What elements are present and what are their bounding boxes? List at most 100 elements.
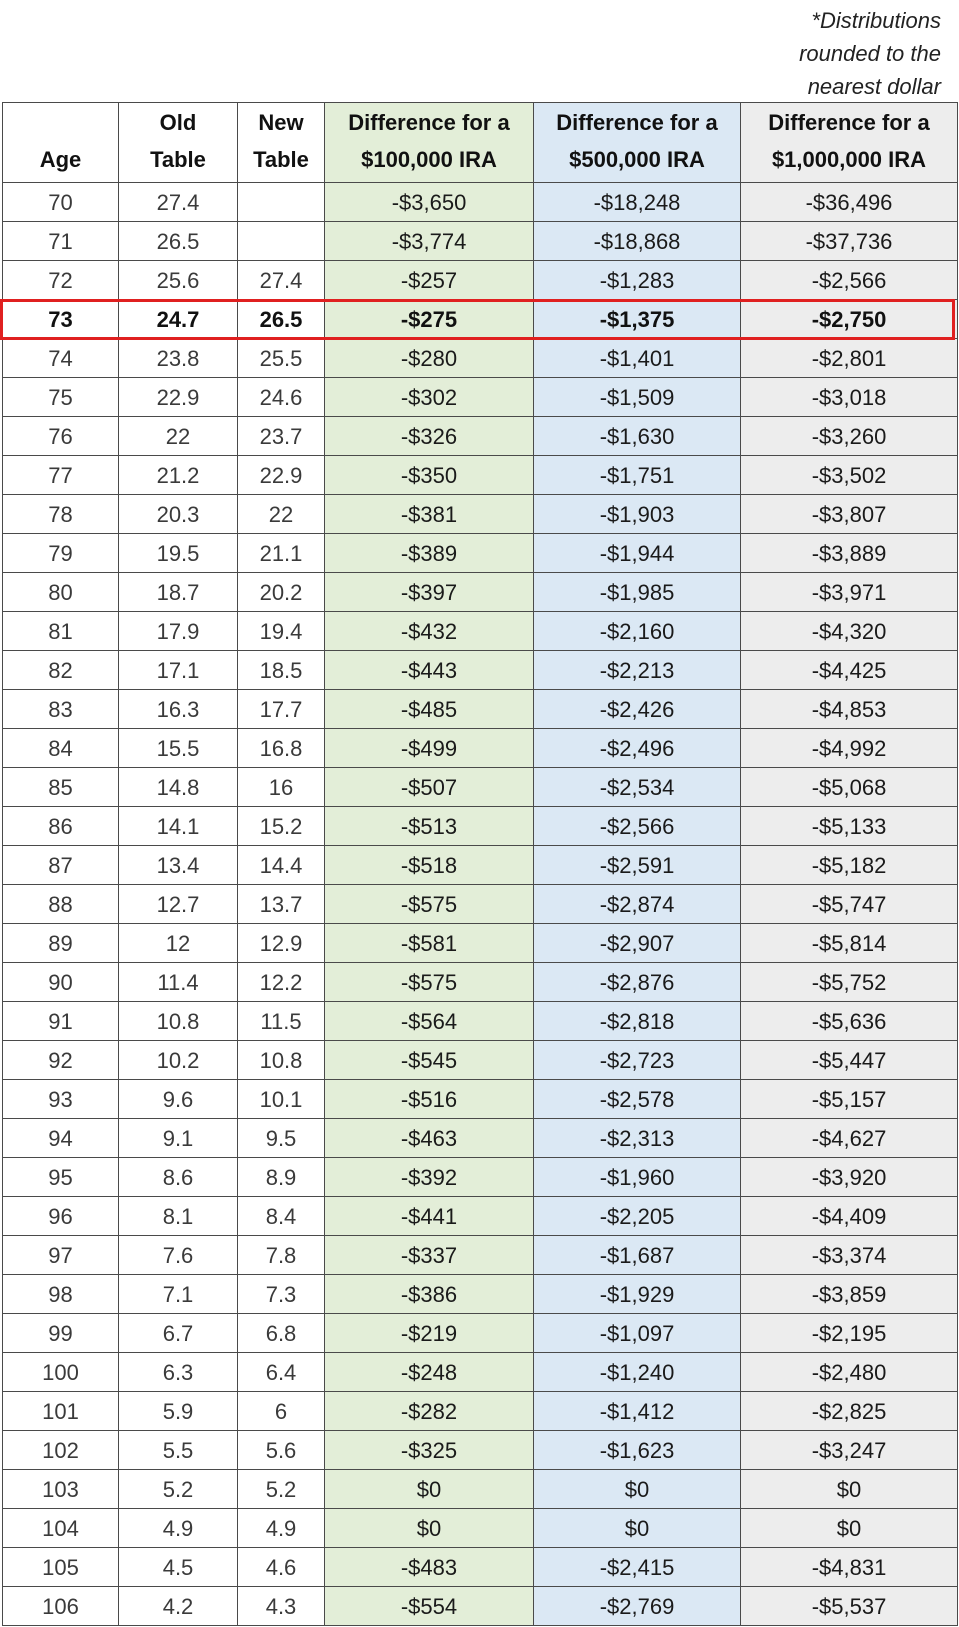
cell-diff-500k: -$18,868: [533, 221, 741, 261]
cell-age: 96: [2, 1196, 119, 1236]
cell-new-table: 24.6: [237, 377, 325, 417]
cell-diff-100k: -$282: [324, 1391, 534, 1431]
cell-old-table: 27.4: [118, 182, 238, 222]
cell-new-table: 6.4: [237, 1352, 325, 1392]
cell-diff-1m: -$3,807: [740, 494, 958, 534]
cell-diff-100k: -$581: [324, 923, 534, 963]
cell-diff-100k: -$516: [324, 1079, 534, 1119]
header-line: New: [258, 110, 304, 135]
cell-diff-100k: -$483: [324, 1547, 534, 1587]
table-row: 78 20.3 22 -$381 -$1,903 -$3,807: [2, 494, 958, 534]
cell-new-table: 6: [237, 1391, 325, 1431]
rounding-note-line: nearest dollar: [807, 74, 941, 99]
cell-old-table: 5.9: [118, 1391, 238, 1431]
cell-old-table: 16.3: [118, 689, 238, 729]
table-row: 75 22.9 24.6 -$302 -$1,509 -$3,018: [2, 377, 958, 417]
cell-diff-500k: -$2,205: [533, 1196, 741, 1236]
cell-old-table: 5.5: [118, 1430, 238, 1470]
cell-old-table: 18.7: [118, 572, 238, 612]
cell-new-table: 23.7: [237, 416, 325, 456]
cell-diff-100k: -$248: [324, 1352, 534, 1392]
cell-old-table: 5.2: [118, 1469, 238, 1509]
cell-diff-500k: -$2,313: [533, 1118, 741, 1158]
cell-age: 97: [2, 1235, 119, 1275]
header-row: Age Old Table New Table Difference for a $1…: [2, 102, 958, 183]
cell-diff-100k: -$485: [324, 689, 534, 729]
cell-diff-1m: -$2,825: [740, 1391, 958, 1431]
cell-new-table: 19.4: [237, 611, 325, 651]
cell-diff-500k: $0: [533, 1508, 741, 1548]
cell-diff-1m: -$2,750: [740, 299, 958, 339]
cell-diff-500k: -$1,687: [533, 1235, 741, 1275]
cell-new-table: 21.1: [237, 533, 325, 573]
cell-age: 105: [2, 1547, 119, 1587]
cell-old-table: 26.5: [118, 221, 238, 261]
cell-diff-1m: -$3,889: [740, 533, 958, 573]
table-row: 83 16.3 17.7 -$485 -$2,426 -$4,853: [2, 689, 958, 729]
cell-old-table: 10.2: [118, 1040, 238, 1080]
cell-diff-1m: -$2,801: [740, 338, 958, 378]
cell-diff-500k: -$2,591: [533, 845, 741, 885]
table-row: 106 4.2 4.3 -$554 -$2,769 -$5,537: [2, 1586, 958, 1626]
cell-old-table: 14.8: [118, 767, 238, 807]
cell-diff-500k: -$2,160: [533, 611, 741, 651]
table-row: 96 8.1 8.4 -$441 -$2,205 -$4,409: [2, 1196, 958, 1236]
cell-diff-100k: -$386: [324, 1274, 534, 1314]
table-row: 80 18.7 20.2 -$397 -$1,985 -$3,971: [2, 572, 958, 612]
cell-diff-1m: -$4,992: [740, 728, 958, 768]
table-row: 85 14.8 16 -$507 -$2,534 -$5,068: [2, 767, 958, 807]
cell-age: 82: [2, 650, 119, 690]
cell-old-table: 8.6: [118, 1157, 238, 1197]
header-diff-100k: Difference for a $100,000 IRA: [324, 102, 534, 183]
table-row: 103 5.2 5.2 $0 $0 $0: [2, 1469, 958, 1509]
cell-diff-500k: -$1,412: [533, 1391, 741, 1431]
cell-old-table: 22: [118, 416, 238, 456]
cell-diff-1m: -$5,157: [740, 1079, 958, 1119]
cell-age: 81: [2, 611, 119, 651]
cell-diff-100k: -$350: [324, 455, 534, 495]
cell-diff-100k: -$325: [324, 1430, 534, 1470]
cell-old-table: 13.4: [118, 845, 238, 885]
cell-diff-1m: -$4,320: [740, 611, 958, 651]
rmd-comparison-table: Age Old Table New Table Difference for a $1…: [2, 102, 958, 1626]
cell-new-table: 4.3: [237, 1586, 325, 1626]
cell-diff-500k: $0: [533, 1469, 741, 1509]
cell-diff-1m: -$3,247: [740, 1430, 958, 1470]
cell-diff-1m: -$4,425: [740, 650, 958, 690]
cell-old-table: 12: [118, 923, 238, 963]
table-row: 73 24.7 26.5 -$275 -$1,375 -$2,750: [2, 299, 958, 339]
cell-new-table: 10.1: [237, 1079, 325, 1119]
cell-diff-100k: -$3,774: [324, 221, 534, 261]
header-line: $1,000,000 IRA: [771, 147, 927, 172]
cell-diff-500k: -$1,509: [533, 377, 741, 417]
cell-age: 88: [2, 884, 119, 924]
cell-age: 91: [2, 1001, 119, 1041]
table-row: 82 17.1 18.5 -$443 -$2,213 -$4,425: [2, 650, 958, 690]
cell-diff-100k: $0: [324, 1508, 534, 1548]
cell-age: 76: [2, 416, 119, 456]
table-row: 94 9.1 9.5 -$463 -$2,313 -$4,627: [2, 1118, 958, 1158]
cell-new-table: 17.7: [237, 689, 325, 729]
cell-old-table: 23.8: [118, 338, 238, 378]
header-diff-1m: Difference for a $1,000,000 IRA: [740, 102, 958, 183]
cell-diff-100k: -$564: [324, 1001, 534, 1041]
cell-diff-500k: -$2,415: [533, 1547, 741, 1587]
header-old-table: Old Table: [118, 102, 238, 183]
cell-old-table: 15.5: [118, 728, 238, 768]
cell-diff-100k: -$441: [324, 1196, 534, 1236]
cell-new-table: 13.7: [237, 884, 325, 924]
cell-diff-500k: -$1,630: [533, 416, 741, 456]
cell-diff-500k: -$1,623: [533, 1430, 741, 1470]
cell-diff-500k: -$1,960: [533, 1157, 741, 1197]
cell-new-table: 8.4: [237, 1196, 325, 1236]
cell-diff-1m: -$4,853: [740, 689, 958, 729]
cell-old-table: 4.5: [118, 1547, 238, 1587]
cell-diff-500k: -$1,944: [533, 533, 741, 573]
cell-new-table: 18.5: [237, 650, 325, 690]
cell-new-table: [237, 221, 325, 261]
cell-age: 102: [2, 1430, 119, 1470]
cell-new-table: 10.8: [237, 1040, 325, 1080]
cell-diff-1m: -$3,502: [740, 455, 958, 495]
cell-diff-1m: -$3,920: [740, 1157, 958, 1197]
cell-age: 72: [2, 260, 119, 300]
